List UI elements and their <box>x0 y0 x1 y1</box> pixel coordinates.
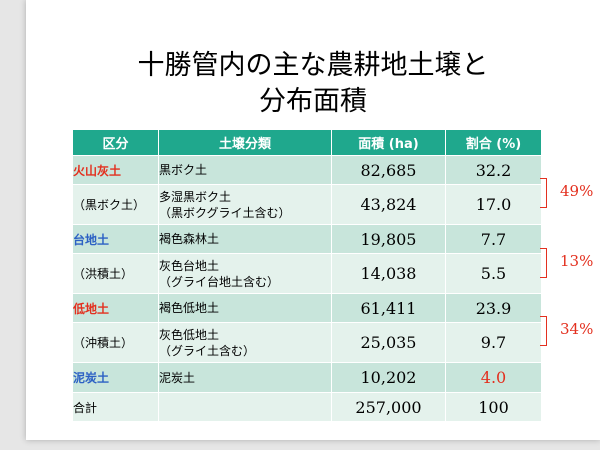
row-ratio: 100 <box>445 392 542 422</box>
table-row: 泥炭土 泥炭土 10,202 4.0 <box>72 362 542 393</box>
group-bracket-volcanic <box>540 178 547 208</box>
table-row: 低地土 褐色低地土 61,411 23.9 <box>72 293 542 323</box>
soil-line: 灰色台地土 <box>159 258 220 273</box>
row-area: 14,038 <box>331 253 446 294</box>
table-row: 火山灰土 黒ボク土 82,685 32.2 <box>72 155 542 185</box>
soil-line: 多湿黒ボク土 <box>159 189 232 204</box>
row-area: 257,000 <box>331 392 446 422</box>
soil-line-note: （黒ボクグライ土含む） <box>159 205 291 220</box>
table-row: （沖積土） 灰色低地土 （グライ土含む） 25,035 9.7 <box>72 322 542 363</box>
row-soil-type <box>158 392 332 422</box>
group-bracket-terrace <box>540 248 547 278</box>
row-category: 火山灰土 <box>72 155 159 185</box>
row-ratio: 9.7 <box>445 322 542 363</box>
soil-line: 褐色森林土 <box>159 232 220 246</box>
soil-line: 黒ボク土 <box>159 163 208 177</box>
header-area: 面積 (ha) <box>331 129 446 156</box>
row-ratio: 23.9 <box>445 293 542 323</box>
row-ratio: 32.2 <box>445 155 542 185</box>
row-area: 82,685 <box>331 155 446 185</box>
table-row-total: 合計 257,000 100 <box>72 392 542 422</box>
row-soil-type: 褐色低地土 <box>158 293 332 323</box>
row-category: （沖積土） <box>72 322 159 363</box>
soil-line: 灰色低地土 <box>159 327 220 342</box>
slide-title-line1: 十勝管内の主な農耕地土壌と <box>137 50 489 81</box>
row-category: 泥炭土 <box>72 362 159 393</box>
soil-line: 褐色低地土 <box>159 301 220 315</box>
row-soil-type: 黒ボク土 <box>158 155 332 185</box>
row-area: 43,824 <box>331 184 446 225</box>
table-row: 台地土 褐色森林土 19,805 7.7 <box>72 224 542 254</box>
row-category: （洪積土） <box>72 253 159 294</box>
header-category: 区分 <box>72 129 159 156</box>
header-ratio: 割合 (%) <box>445 129 542 156</box>
row-category: 合計 <box>72 392 159 422</box>
table-row: （黒ボク土） 多湿黒ボク土 （黒ボクグライ土含む） 43,824 17.0 <box>72 184 542 225</box>
group-bracket-lowland <box>540 316 547 346</box>
soil-line-note: （グライ土含む） <box>159 343 256 358</box>
row-ratio: 7.7 <box>445 224 542 254</box>
row-category: 低地土 <box>72 293 159 323</box>
slide-title-line2: 分布面積 <box>259 86 367 117</box>
row-category: 台地土 <box>72 224 159 254</box>
row-soil-type: 灰色台地土 （グライ台地土含む） <box>158 253 332 294</box>
row-area: 10,202 <box>331 362 446 393</box>
row-ratio: 17.0 <box>445 184 542 225</box>
group-total-volcanic: 49% <box>560 182 594 200</box>
row-area: 61,411 <box>331 293 446 323</box>
row-category: （黒ボク土） <box>72 184 159 225</box>
table-header-row: 区分 土壌分類 面積 (ha) 割合 (%) <box>72 129 542 156</box>
group-total-lowland: 34% <box>560 320 594 338</box>
soil-line: 泥炭土 <box>159 370 196 385</box>
table-row: （洪積土） 灰色台地土 （グライ台地土含む） 14,038 5.5 <box>72 253 542 294</box>
group-total-terrace: 13% <box>560 252 594 270</box>
row-area: 25,035 <box>331 322 446 363</box>
row-soil-type: 泥炭土 <box>158 362 332 393</box>
row-ratio: 4.0 <box>445 362 542 393</box>
soil-line-note: （グライ台地土含む） <box>159 274 280 289</box>
row-soil-type: 多湿黒ボク土 （黒ボクグライ土含む） <box>158 184 332 225</box>
row-area: 19,805 <box>331 224 446 254</box>
row-ratio: 5.5 <box>445 253 542 294</box>
header-soil-type: 土壌分類 <box>158 129 332 156</box>
row-soil-type: 灰色低地土 （グライ土含む） <box>158 322 332 363</box>
soil-area-table: 区分 土壌分類 面積 (ha) 割合 (%) 火山灰土 黒ボク土 82,685 … <box>72 129 542 422</box>
row-soil-type: 褐色森林土 <box>158 224 332 254</box>
